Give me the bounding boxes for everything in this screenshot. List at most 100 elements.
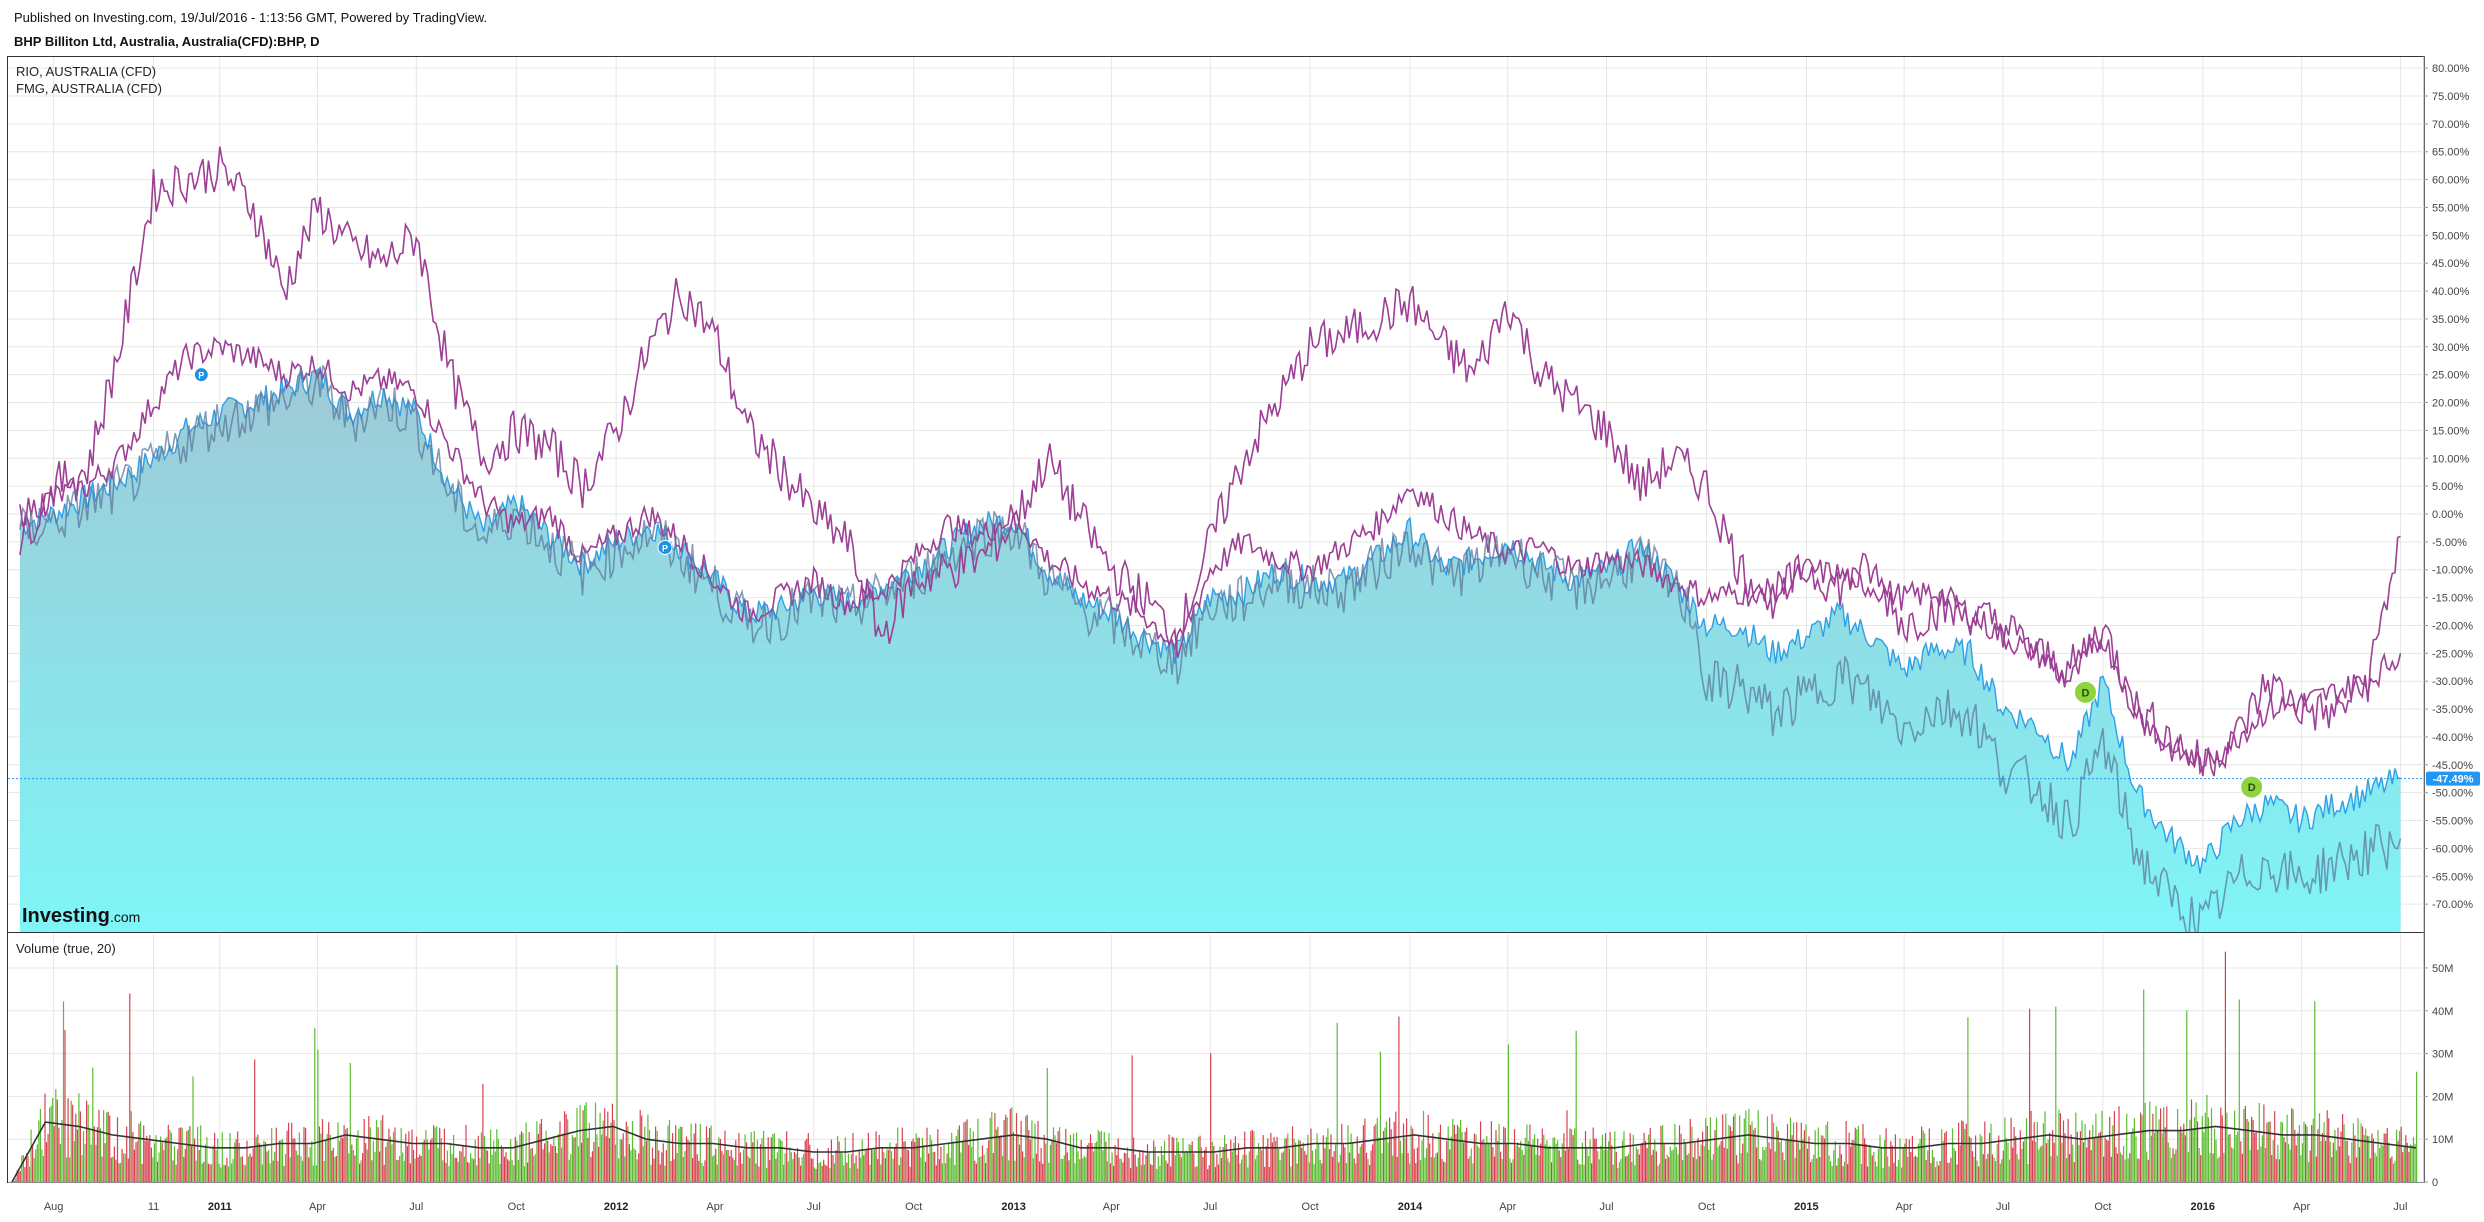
volume-bar	[1214, 1167, 1216, 1182]
volume-bar	[389, 1136, 391, 1182]
volume-bar	[143, 1125, 145, 1182]
volume-bar	[1173, 1137, 1175, 1182]
volume-bar	[523, 1166, 526, 1182]
volume-bar	[1620, 1158, 1622, 1182]
volume-bar	[534, 1154, 536, 1182]
volume-bar	[776, 1152, 778, 1182]
volume-bar	[1059, 1127, 1061, 1182]
volume-bar	[2277, 1144, 2279, 1182]
volume-bar	[978, 1157, 980, 1182]
price-tick-label: 75.00%	[2432, 91, 2470, 103]
volume-bar	[1794, 1157, 1796, 1182]
volume-bar	[1130, 1168, 1132, 1182]
volume-bar	[1729, 1126, 1731, 1182]
volume-bar	[496, 1129, 498, 1182]
volume-bar	[303, 1127, 305, 1182]
volume-bar	[210, 1164, 213, 1182]
volume-bar	[2278, 1159, 2280, 1182]
volume-bar	[1211, 1141, 1213, 1182]
volume-bar	[433, 1125, 435, 1182]
volume-bar	[2118, 1106, 2120, 1182]
logo-suffix: .com	[110, 909, 140, 925]
volume-bar	[1170, 1166, 1172, 1182]
volume-bar	[809, 1144, 811, 1182]
volume-bar	[497, 1139, 499, 1182]
volume-bar	[897, 1127, 899, 1182]
volume-bar	[735, 1140, 737, 1182]
volume-bar	[1959, 1145, 1961, 1182]
volume-bar	[169, 1130, 171, 1182]
volume-bar	[1029, 1139, 1031, 1182]
volume-bar	[610, 1122, 612, 1182]
volume-bar	[255, 1137, 257, 1182]
volume-bar	[1634, 1165, 1636, 1182]
volume-bar	[1136, 1166, 1138, 1182]
volume-bar	[1356, 1136, 1358, 1182]
volume-bar	[72, 1104, 74, 1182]
volume-bar	[2093, 1137, 2095, 1182]
event-marker-badge[interactable]	[2240, 775, 2264, 799]
volume-bar	[252, 1148, 254, 1182]
volume-bar	[1244, 1131, 1246, 1182]
volume-bar	[1134, 1154, 1136, 1182]
event-marker-badge[interactable]	[2074, 680, 2098, 704]
volume-bar	[2247, 1121, 2250, 1182]
volume-bar	[1373, 1125, 1375, 1182]
volume-bar	[1862, 1124, 1864, 1182]
event-marker-badge[interactable]	[657, 539, 673, 555]
volume-bar	[292, 1138, 294, 1182]
volume-bar	[177, 1149, 179, 1182]
volume-bar	[480, 1132, 482, 1182]
volume-bar	[1208, 1165, 1210, 1182]
volume-bar	[297, 1154, 299, 1182]
volume-bar	[1746, 1152, 1748, 1182]
volume-bar	[1364, 1118, 1366, 1182]
volume-bar	[577, 1146, 580, 1182]
volume-tick-label: 50M	[2432, 963, 2453, 975]
time-tick-label: Apr	[1499, 1201, 1516, 1213]
volume-bar	[190, 1146, 193, 1182]
volume-bar	[1749, 1125, 1751, 1182]
volume-bar	[880, 1164, 882, 1182]
volume-bar	[1234, 1136, 1236, 1182]
volume-bar	[431, 1138, 433, 1182]
volume-bar	[753, 1131, 755, 1182]
event-marker-badge[interactable]	[193, 367, 209, 383]
volume-bar	[426, 1139, 428, 1182]
volume-bar	[1996, 1144, 1998, 1182]
price-tick-label: 35.00%	[2432, 314, 2470, 326]
volume-bar	[1026, 1114, 1028, 1182]
volume-bar	[2062, 1120, 2065, 1182]
volume-bar	[820, 1161, 822, 1182]
volume-bar	[354, 1155, 356, 1182]
volume-bar	[243, 1164, 245, 1182]
price-tick-label: -40.00%	[2432, 732, 2473, 744]
volume-bar	[320, 1133, 322, 1182]
volume-bar	[1723, 1147, 1725, 1182]
volume-bar	[2030, 1110, 2032, 1182]
volume-bar	[750, 1132, 752, 1182]
volume-bar	[565, 1114, 567, 1182]
volume-bar	[1575, 1030, 1577, 1182]
volume-bar	[275, 1127, 277, 1182]
volume-bar	[269, 1163, 271, 1182]
volume-bar	[1557, 1140, 1559, 1182]
volume-bar	[1976, 1160, 1978, 1182]
time-tick-label: 11	[148, 1201, 159, 1213]
volume-bar	[1654, 1139, 1656, 1182]
volume-bar	[184, 1148, 186, 1182]
volume-bar	[1936, 1161, 1938, 1182]
volume-bar	[64, 1029, 66, 1182]
volume-bar	[1510, 1162, 1512, 1182]
volume-bar	[2354, 1135, 2356, 1182]
volume-bar	[170, 1132, 172, 1182]
volume-bar	[975, 1163, 977, 1182]
volume-bar	[2223, 1152, 2225, 1182]
volume-bar	[264, 1142, 267, 1182]
volume-bar	[940, 1146, 942, 1182]
volume-bar	[2096, 1137, 2098, 1182]
volume-bar	[494, 1151, 496, 1182]
volume-bar	[1873, 1151, 1875, 1182]
volume-bar	[1439, 1124, 1442, 1182]
volume-bar	[1153, 1140, 1155, 1182]
